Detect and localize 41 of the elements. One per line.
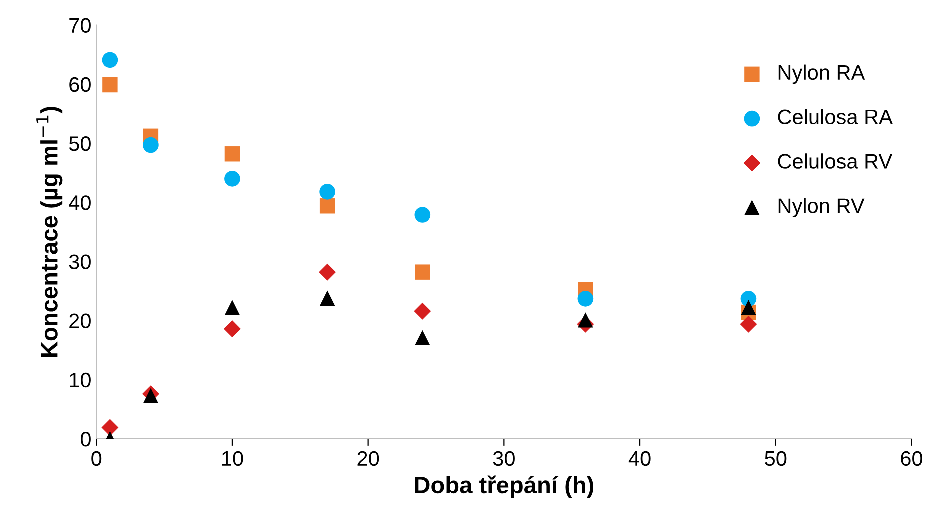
point: [102, 52, 118, 68]
point: [415, 264, 430, 280]
y-tick-label: 40: [69, 196, 91, 210]
x-tick-label: 10: [222, 451, 244, 466]
y-tick-label: 60: [70, 77, 91, 92]
point: [102, 77, 118, 93]
legend-label: Nylon RA: [778, 64, 866, 84]
y-tick-label: 20: [70, 314, 91, 329]
x-tick-label: 60: [901, 451, 923, 466]
legend-label: Nylon RV: [778, 198, 865, 218]
point: [578, 312, 594, 328]
point: [578, 291, 594, 307]
point: [320, 198, 336, 214]
y-tick-label: 50: [69, 136, 91, 152]
point: [224, 320, 241, 338]
y-tick-label: 10: [70, 372, 91, 388]
point: [415, 330, 430, 346]
y-axis-title: Koncentrace (µg ml$^{−1}$): [36, 107, 63, 357]
y-tick-label: 30: [69, 254, 91, 270]
point: [320, 290, 336, 306]
legend-label: Celulosa RA: [778, 109, 893, 125]
point: [320, 184, 336, 200]
point: [414, 302, 432, 320]
x-tick-label: 40: [628, 451, 651, 466]
y-tick-label: 70: [70, 18, 91, 34]
x-tick-label: 30: [493, 451, 515, 466]
y-tick-label: 0: [80, 432, 91, 447]
point: [143, 137, 159, 154]
x-tick-label: 50: [765, 451, 787, 466]
legend-label: Celulosa RV: [778, 154, 893, 169]
point: [414, 207, 431, 223]
x-tick-label: 0: [92, 451, 102, 466]
x-tick-label: 20: [358, 451, 380, 466]
point: [740, 316, 758, 333]
point: [224, 171, 240, 187]
point: [319, 264, 336, 281]
point: [224, 300, 240, 316]
point: [102, 419, 119, 436]
point: [224, 146, 240, 162]
x-axis-title: Doba třepání (h): [415, 476, 594, 498]
point: [741, 300, 756, 316]
